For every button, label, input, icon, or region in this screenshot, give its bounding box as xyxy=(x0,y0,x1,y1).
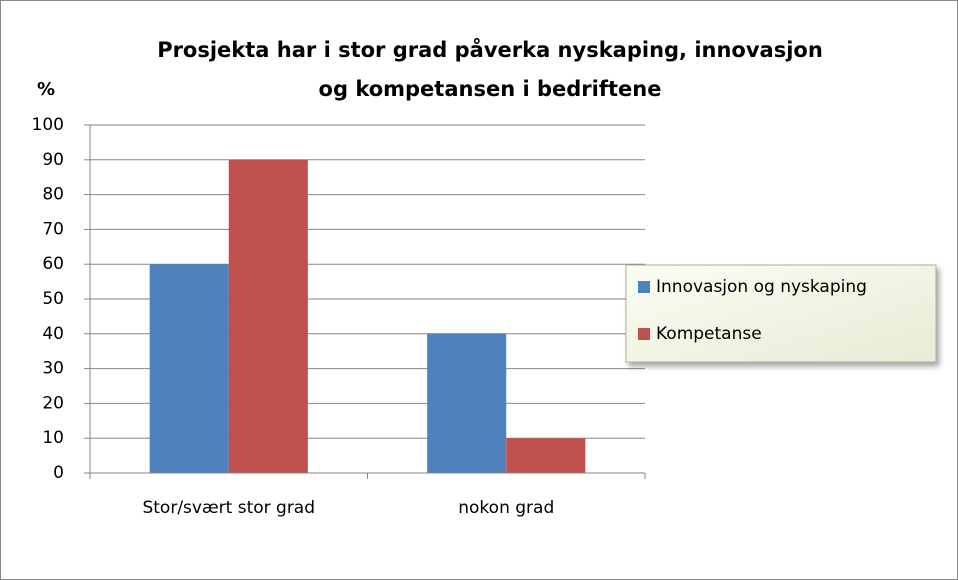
bar xyxy=(506,438,586,473)
chart-title: og kompetansen i bedriftene xyxy=(319,77,662,101)
y-tick-label: 70 xyxy=(42,219,64,239)
legend-box xyxy=(625,264,937,363)
y-tick-label: 40 xyxy=(42,324,64,344)
legend-swatch xyxy=(638,281,650,293)
chart-title: Prosjekta har i stor grad påverka nyskap… xyxy=(157,37,823,62)
y-tick-label: 60 xyxy=(42,254,64,274)
legend-label: Kompetanse xyxy=(656,324,762,344)
y-axis-label: % xyxy=(37,79,55,100)
y-tick-label: 30 xyxy=(42,359,64,379)
legend: Innovasjon og nyskaping Kompetanse xyxy=(625,264,937,363)
x-tick-label: Stor/svært stor grad xyxy=(142,498,315,518)
y-tick-label: 90 xyxy=(42,150,64,170)
bar xyxy=(149,264,229,473)
y-tick-label: 20 xyxy=(42,393,64,413)
y-tick-label: 0 xyxy=(53,463,64,483)
legend-label: Innovasjon og nyskaping xyxy=(656,277,867,297)
y-tick-label: 100 xyxy=(32,115,64,135)
x-tick-label: nokon grad xyxy=(458,498,554,518)
y-tick-label: 10 xyxy=(42,428,64,448)
y-tick-label: 80 xyxy=(42,185,64,205)
bar xyxy=(427,333,507,473)
y-tick-label: 50 xyxy=(42,289,64,309)
bar xyxy=(228,159,308,474)
legend-swatch xyxy=(638,328,650,340)
